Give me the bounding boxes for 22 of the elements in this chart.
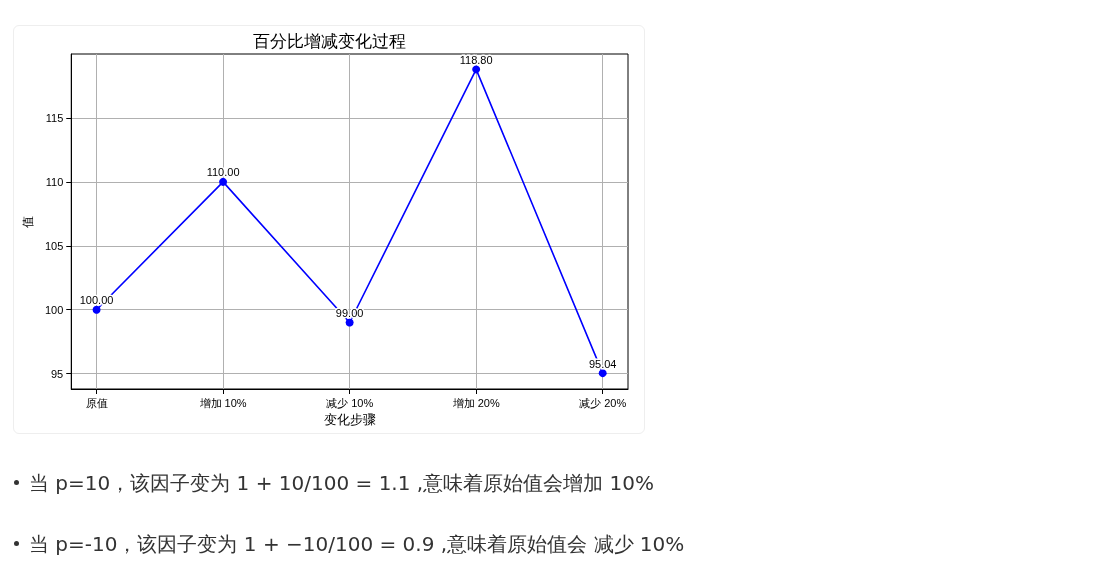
x-axis-title: 变化步骤: [323, 412, 376, 427]
y-tick-label: 100: [44, 303, 64, 316]
point: [598, 369, 607, 378]
data-label: 118.80: [459, 53, 493, 66]
x-tick-label: 原值: [85, 396, 108, 409]
point: [92, 305, 101, 314]
x-tick-label: 减少 10%: [326, 396, 374, 409]
x-tick-label: 增加 10%: [198, 396, 247, 409]
point: [345, 318, 354, 327]
x-tick-label: 增加 20%: [451, 396, 500, 409]
y-tick-label: 95: [51, 367, 64, 380]
y-axis-title: 值: [21, 215, 35, 228]
chart-title: 百分比增减变化过程: [252, 32, 406, 51]
x-tick-label: 减少 20%: [579, 396, 627, 409]
text: 当 p=10，该因子变为 1 + 10/100 = 1.1 ,意味着原始值会增加 10%: [28, 470, 655, 497]
data-label: 110.00: [206, 166, 240, 179]
y-tick-label: 115: [45, 111, 64, 124]
y-tick-label: 105: [44, 239, 64, 252]
text: 当 p=-10，该因子变为 1 + −10/100 = 0.9 ,意味着原始值会 减少 10%: [28, 531, 685, 558]
point: [219, 177, 228, 186]
point: [472, 65, 481, 74]
y-tick-label: 110: [45, 175, 64, 188]
